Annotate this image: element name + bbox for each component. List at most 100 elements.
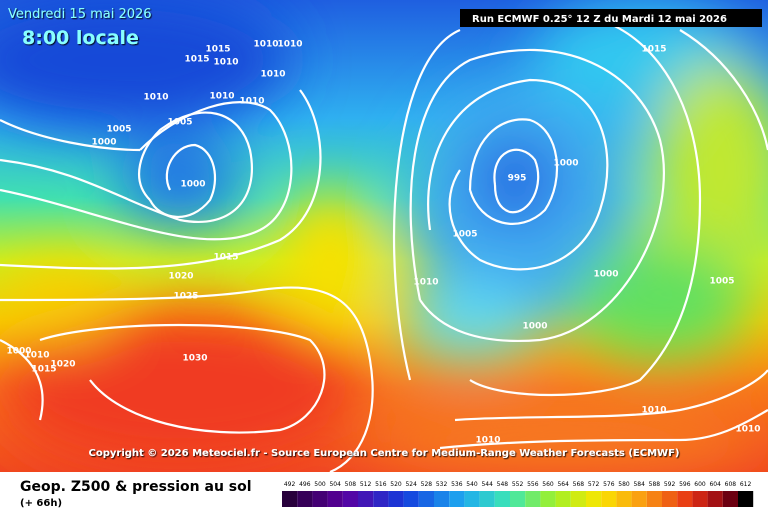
isobar-label: 1000 bbox=[593, 270, 618, 280]
scale-label: 528 bbox=[421, 481, 433, 488]
run-box bbox=[460, 9, 762, 27]
scale-label: 536 bbox=[451, 481, 463, 488]
scale-label: 568 bbox=[573, 481, 585, 488]
scale-label: 540 bbox=[466, 481, 478, 488]
scale-label: 564 bbox=[557, 481, 569, 488]
isobar-label: 1010 bbox=[277, 40, 302, 50]
isobar-label: 1005 bbox=[106, 125, 131, 135]
isobar-label: 1020 bbox=[168, 272, 193, 282]
isobar-label: 1010 bbox=[24, 351, 49, 361]
scale-label: 556 bbox=[527, 481, 539, 488]
isobar-label: 1010 bbox=[213, 58, 238, 68]
isobar-label: 1025 bbox=[173, 292, 198, 302]
scale-swatch bbox=[297, 491, 313, 507]
isobar-label: 1010 bbox=[641, 406, 666, 416]
scale-label: 576 bbox=[603, 481, 615, 488]
isobar-label: 1020 bbox=[50, 360, 75, 370]
isobar-label: 1015 bbox=[31, 365, 56, 375]
scale-swatch bbox=[601, 491, 617, 507]
scale-label: 600 bbox=[694, 481, 706, 488]
scale-swatch bbox=[616, 491, 632, 507]
isobar-label: 1010 bbox=[260, 70, 285, 80]
isobar-label: 1015 bbox=[641, 45, 666, 55]
isobar-label: 1015 bbox=[213, 253, 238, 263]
scale-swatch bbox=[464, 491, 480, 507]
scale-swatch bbox=[662, 491, 678, 507]
isobar-label: 1010 bbox=[253, 40, 278, 50]
isobar-label: 1000 bbox=[553, 159, 578, 169]
isobar-label: 1010 bbox=[143, 93, 168, 103]
scale-swatch bbox=[692, 491, 708, 507]
scale-label: 512 bbox=[360, 481, 372, 488]
scale-label: 492 bbox=[284, 481, 296, 488]
time: 8:00 locale bbox=[22, 27, 139, 49]
field bbox=[0, 0, 768, 472]
scale-label: 504 bbox=[329, 481, 341, 488]
isobars bbox=[0, 18, 768, 474]
scale-swatch bbox=[494, 491, 510, 507]
scale-label: 516 bbox=[375, 481, 387, 488]
scale-swatch bbox=[510, 491, 526, 507]
scale-label: 596 bbox=[679, 481, 691, 488]
scale-label: 608 bbox=[725, 481, 737, 488]
isobar-label: 1010 bbox=[209, 92, 234, 102]
scale-swatch bbox=[403, 491, 419, 507]
scale-label: 572 bbox=[588, 481, 600, 488]
isobar-label: 1000 bbox=[180, 180, 205, 190]
header: Vendredi 15 mai 2026 8:00 locale Run ECM… bbox=[8, 7, 762, 49]
scale-label: 548 bbox=[497, 481, 509, 488]
scale-label: 508 bbox=[345, 481, 357, 488]
isobar-label: 1015 bbox=[184, 55, 209, 65]
scale-label: 496 bbox=[299, 481, 311, 488]
scale-swatch bbox=[525, 491, 541, 507]
isobar-label: 1015 bbox=[205, 45, 230, 55]
scale-swatch bbox=[722, 491, 738, 507]
scale-label: 520 bbox=[390, 481, 402, 488]
isobar-label: 1005 bbox=[452, 230, 477, 240]
scale-swatch bbox=[707, 491, 723, 507]
scale-swatch bbox=[738, 491, 754, 507]
isobar-label: 1005 bbox=[167, 118, 192, 128]
isobar-label: 1000 bbox=[91, 138, 116, 148]
isobar-label: 1010 bbox=[413, 278, 438, 288]
scale-label: 524 bbox=[405, 481, 417, 488]
scale-swatch bbox=[388, 491, 404, 507]
run: Run ECMWF 0.25° 12 Z du Mardi 12 mai 202… bbox=[472, 14, 727, 25]
scale-swatch bbox=[631, 491, 647, 507]
scale-swatch bbox=[540, 491, 556, 507]
date: Vendredi 15 mai 2026 bbox=[8, 7, 152, 22]
scale-label: 500 bbox=[314, 481, 326, 488]
isobar-label: 1010 bbox=[475, 436, 500, 446]
scale-swatch bbox=[646, 491, 662, 507]
scale-swatch bbox=[677, 491, 693, 507]
isobar-label: 1030 bbox=[182, 354, 207, 364]
scale-swatch bbox=[342, 491, 358, 507]
scale-swatch bbox=[586, 491, 602, 507]
isobar-label: 1000 bbox=[522, 322, 547, 332]
scale-label: 584 bbox=[633, 481, 645, 488]
scale-label: 532 bbox=[436, 481, 448, 488]
scale-swatch bbox=[312, 491, 328, 507]
scale-swatch bbox=[282, 491, 298, 507]
isobar-label: 1010 bbox=[239, 97, 264, 107]
scale-label: 544 bbox=[481, 481, 493, 488]
scale-label: 588 bbox=[649, 481, 661, 488]
scale-label: 580 bbox=[618, 481, 630, 488]
isobar-label: 1010 bbox=[735, 425, 760, 435]
copyright: Copyright © 2026 Meteociel.fr - Source E… bbox=[89, 448, 680, 459]
scale-swatch bbox=[570, 491, 586, 507]
scale-swatch bbox=[327, 491, 343, 507]
scale-swatch bbox=[358, 491, 374, 507]
scale-swatch bbox=[449, 491, 465, 507]
scale-swatch bbox=[555, 491, 571, 507]
footer-title: Geop. Z500 & pression au sol bbox=[20, 479, 252, 495]
scale-label: 592 bbox=[664, 481, 676, 488]
isobar-label: 995 bbox=[508, 174, 527, 184]
scale-swatch bbox=[434, 491, 450, 507]
scale-label: 552 bbox=[512, 481, 524, 488]
scale-swatch bbox=[418, 491, 434, 507]
scale-swatch bbox=[373, 491, 389, 507]
scale-label: 612 bbox=[740, 481, 752, 488]
lead-time: (+ 66h) bbox=[20, 498, 62, 509]
